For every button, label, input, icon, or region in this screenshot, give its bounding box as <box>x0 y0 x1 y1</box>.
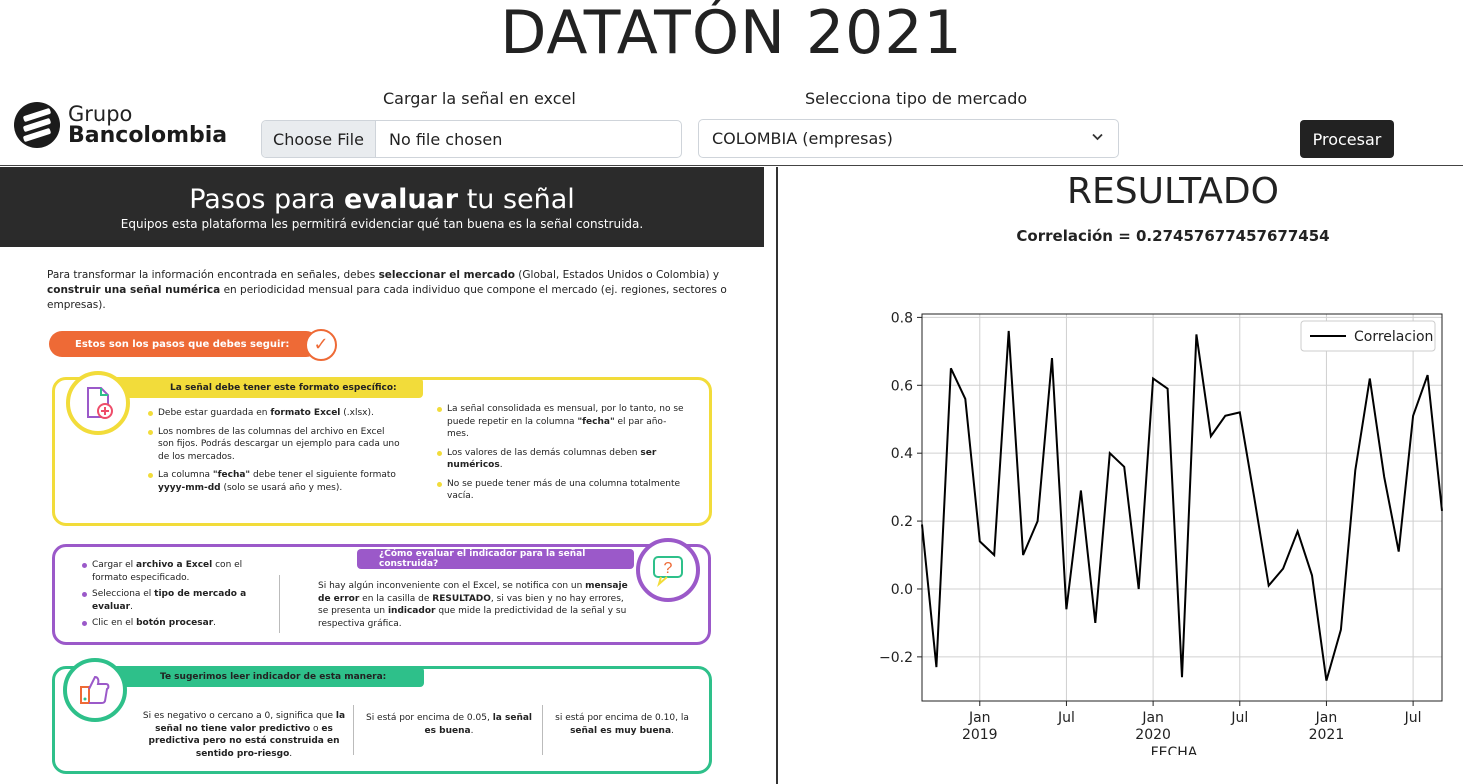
list-item: Los valores de las demás columnas deben … <box>437 447 685 472</box>
thumbs-up-icon <box>63 658 127 722</box>
list-item: Selecciona el tipo de mercado a evaluar. <box>82 588 262 613</box>
read-rule-negative: Si es negativo o cercano a 0, significa … <box>142 711 346 759</box>
top-toolbar: Grupo Bancolombia Cargar la señal en exc… <box>0 80 1463 166</box>
file-upload-input[interactable]: Choose File No file chosen <box>261 120 682 158</box>
y-tick-label: 0.6 <box>891 378 913 394</box>
list-item: Los nombres de las columnas del archivo … <box>148 426 403 464</box>
format-list-right: La señal consolidada es mensual, por lo … <box>437 403 685 509</box>
result-title: RESULTADO <box>1067 171 1279 212</box>
checkmark-icon: ✓ <box>305 329 337 361</box>
series-line-correlacion <box>921 330 1443 681</box>
file-add-icon <box>66 371 130 435</box>
x-tick-label: Jan <box>1141 710 1164 726</box>
chevron-down-icon <box>1091 129 1104 147</box>
instructions-panel: Pasos para evaluar tu señal Equipos esta… <box>0 167 764 784</box>
market-label: Selecciona tipo de mercado <box>805 89 1028 108</box>
list-item: Debe estar guardada en formato Excel (.x… <box>148 407 403 420</box>
logo-text-line2: Bancolombia <box>68 123 228 148</box>
instructions-banner: Pasos para evaluar tu señal Equipos esta… <box>0 167 764 247</box>
list-item: Clic en el botón procesar. <box>82 617 262 630</box>
x-tick-label: Jan <box>1315 710 1338 726</box>
instructions-subtitle: Equipos esta plataforma les permitirá ev… <box>120 217 644 231</box>
steps-pill: Estos son los pasos que debes seguir: <box>49 331 319 357</box>
y-tick-label: 0.2 <box>891 514 913 530</box>
logo-text-line1: Grupo <box>68 102 133 126</box>
chart-bottom-mask <box>778 755 1463 784</box>
x-tick-label: Jul <box>1057 710 1075 726</box>
bancolombia-logo-icon <box>14 102 60 148</box>
chart-legend <box>1300 320 1436 352</box>
bancolombia-logo: Grupo Bancolombia <box>14 102 227 148</box>
y-tick-label: 0.8 <box>891 310 913 326</box>
x-tick-label: Jan <box>968 710 991 726</box>
instructions-title: Pasos para evaluar tu señal <box>189 184 575 215</box>
x-tick-label: Jul <box>1404 710 1422 726</box>
list-item: Cargar el archivo a Excel con el formato… <box>82 559 262 584</box>
choose-file-button[interactable]: Choose File <box>262 121 376 157</box>
format-card-title: La señal debe tener este formato específ… <box>118 378 423 398</box>
format-card <box>52 377 712 526</box>
question-chat-icon: ? <box>636 538 700 602</box>
y-tick-label: 0.4 <box>891 446 913 462</box>
process-button[interactable]: Procesar <box>1300 120 1394 158</box>
evaluate-steps-list: Cargar el archivo a Excel con el formato… <box>82 559 262 636</box>
x-tick-label: Jul <box>1230 710 1248 726</box>
y-tick-label: 0.0 <box>891 582 913 598</box>
read-indicator-title: Te sugerimos leer indicador de esta mane… <box>118 667 424 687</box>
read-separator-2 <box>542 705 543 755</box>
read-rule-good: Si está por encima de 0.05, la señal es … <box>365 713 533 736</box>
evaluate-card-title: ¿Cómo evaluar el indicador para la señal… <box>357 549 634 569</box>
list-item: La señal consolidada es mensual, por lo … <box>437 403 685 441</box>
panel-divider <box>776 167 778 784</box>
format-list-left: Debe estar guardada en formato Excel (.x… <box>148 407 403 500</box>
svg-text:?: ? <box>664 560 673 577</box>
list-item: La columna "fecha" debe tener el siguien… <box>148 469 403 494</box>
evaluate-note: Si hay algún inconveniente con el Excel,… <box>318 581 628 629</box>
x-tick-year-label: 2021 <box>1309 727 1345 743</box>
x-tick-year-label: 2020 <box>1135 727 1171 743</box>
legend-label: Correlacion <box>1354 329 1433 345</box>
evaluate-separator <box>279 575 280 633</box>
y-tick-label: −0.2 <box>879 650 913 666</box>
intro-text: Para transformar la información encontra… <box>47 269 727 311</box>
read-separator-1 <box>353 705 354 755</box>
correlation-value: Correlación = 0.27457677457677454 <box>1016 227 1330 245</box>
plot-frame <box>921 313 1443 702</box>
market-select[interactable]: COLOMBIA (empresas) <box>698 119 1119 158</box>
upload-label: Cargar la señal en excel <box>383 89 576 108</box>
result-panel: RESULTADO Correlación = 0.27457677457677… <box>778 167 1463 784</box>
page-title: DATATÓN 2021 <box>500 0 963 68</box>
market-selected-value: COLOMBIA (empresas) <box>712 129 893 148</box>
list-item: No se puede tener más de una columna tot… <box>437 478 685 503</box>
read-rule-very-good: si está por encima de 0.10, la señal es … <box>555 713 689 736</box>
x-tick-year-label: 2019 <box>962 727 998 743</box>
file-status-text: No file chosen <box>389 129 503 149</box>
